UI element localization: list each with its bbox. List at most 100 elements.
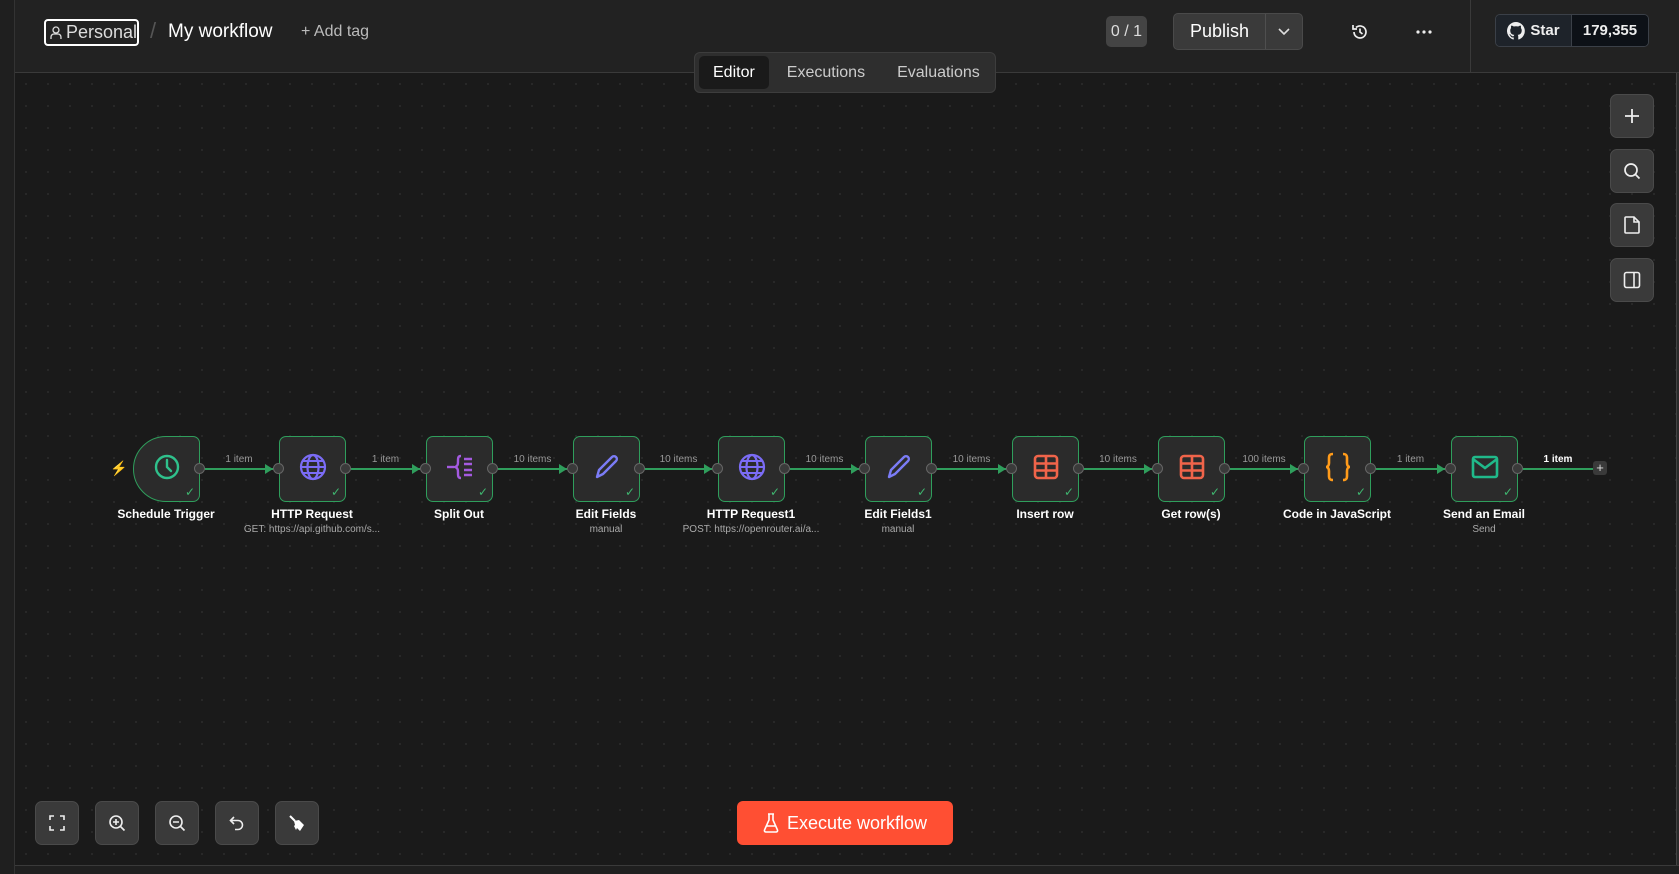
item-count-label: 10 items (513, 454, 552, 465)
execute-workflow-button[interactable]: Execute workflow (737, 801, 953, 845)
node-name: Get row(s) (1161, 507, 1221, 521)
connection-line[interactable] (1084, 468, 1152, 470)
success-check-icon: ✓ (330, 485, 341, 499)
arrowhead-icon (559, 464, 567, 474)
tidy-up-button[interactable] (275, 801, 319, 845)
add-next-node-button[interactable]: + (1593, 461, 1607, 475)
input-port[interactable] (1006, 463, 1017, 474)
connection-line[interactable] (937, 468, 1006, 470)
connection-line[interactable] (1230, 468, 1298, 470)
output-port[interactable] (779, 463, 790, 474)
star-label: Star (1530, 22, 1560, 39)
input-port[interactable] (1152, 463, 1163, 474)
connection-line[interactable] (351, 468, 420, 470)
node-subtitle: manual (589, 524, 623, 535)
publish-button[interactable]: Publish (1174, 14, 1266, 49)
workflow-node[interactable]: ✓ (133, 436, 200, 502)
output-port[interactable] (1365, 463, 1376, 474)
tab-evaluations[interactable]: Evaluations (897, 63, 980, 81)
output-port[interactable] (634, 463, 645, 474)
output-port[interactable] (194, 463, 205, 474)
success-check-icon: ✓ (769, 485, 780, 499)
zoom-in-button[interactable] (95, 801, 139, 845)
node-subtitle: manual (881, 524, 915, 535)
star-count: 179,355 (1572, 15, 1648, 46)
trigger-bolt-icon: ⚡ (110, 460, 128, 476)
connection-line[interactable] (790, 468, 859, 470)
zoom-in-icon (109, 815, 126, 832)
connection-line[interactable] (205, 468, 273, 470)
connection-line[interactable] (1376, 468, 1445, 470)
arrowhead-icon (1290, 464, 1298, 474)
workflow-node[interactable]: ✓ (1451, 436, 1518, 502)
zoom-out-icon (169, 815, 186, 832)
success-check-icon: ✓ (477, 485, 488, 499)
github-star-button[interactable]: Star 179,355 (1495, 14, 1649, 47)
arrowhead-icon (998, 464, 1006, 474)
zoom-out-button[interactable] (155, 801, 199, 845)
input-port[interactable] (420, 463, 431, 474)
workflow-node[interactable]: ✓ (1304, 436, 1371, 502)
input-port[interactable] (859, 463, 870, 474)
github-star-label-wrap: Star (1496, 15, 1572, 46)
arrowhead-icon (265, 464, 273, 474)
workflow-node[interactable]: ✓ (1012, 436, 1079, 502)
input-port[interactable] (1298, 463, 1309, 474)
output-port[interactable] (926, 463, 937, 474)
node-name: HTTP Request (271, 507, 353, 521)
node-name: Edit Fields1 (864, 507, 932, 521)
workflow-node[interactable]: ✓ (279, 436, 346, 502)
execute-workflow-label: Execute workflow (786, 812, 928, 833)
output-port[interactable] (1219, 463, 1230, 474)
history-button[interactable] (1348, 20, 1372, 44)
success-check-icon: ✓ (1355, 485, 1366, 499)
input-port[interactable] (273, 463, 284, 474)
ellipsis-icon (1416, 30, 1432, 34)
connection-line[interactable] (498, 468, 567, 470)
table-icon (1033, 454, 1059, 485)
undo-button[interactable] (215, 801, 259, 845)
node-subtitle: POST: https://openrouter.ai/a... (682, 524, 820, 535)
node-name: Split Out (434, 507, 484, 521)
bottom-panel-edge (15, 865, 1679, 874)
workflow-name[interactable]: My workflow (168, 21, 273, 42)
add-node-button[interactable] (1610, 94, 1654, 138)
item-count-label: 1 item (371, 454, 400, 465)
output-port[interactable] (1512, 463, 1523, 474)
output-port[interactable] (487, 463, 498, 474)
workflow-node[interactable]: ✓ (1158, 436, 1225, 502)
code-braces-icon (1324, 452, 1352, 487)
output-port[interactable] (1073, 463, 1084, 474)
connection-line[interactable] (645, 468, 712, 470)
output-port[interactable] (340, 463, 351, 474)
user-icon (50, 25, 62, 39)
workflow-node[interactable]: ✓ (865, 436, 932, 502)
input-port[interactable] (567, 463, 578, 474)
workflow-node[interactable]: ✓ (426, 436, 493, 502)
connection-line[interactable] (1523, 468, 1593, 470)
toggle-panel-button[interactable] (1610, 258, 1654, 302)
item-count-label: 10 items (952, 454, 991, 465)
project-breadcrumb[interactable]: Personal (44, 19, 139, 46)
pencil-icon (885, 453, 913, 486)
workflow-node[interactable]: ✓ (573, 436, 640, 502)
fit-view-button[interactable] (35, 801, 79, 845)
arrowhead-icon (1437, 464, 1445, 474)
publish-dropdown-button[interactable] (1266, 14, 1302, 49)
arrowhead-icon (1144, 464, 1152, 474)
node-subtitle: Send (1472, 524, 1496, 535)
node-name: Code in JavaScript (1282, 507, 1392, 521)
input-port[interactable] (712, 463, 723, 474)
workflow-node[interactable]: ✓ (718, 436, 785, 502)
version-badge[interactable]: 0 / 1 (1106, 16, 1147, 47)
add-sticky-note-button[interactable] (1610, 203, 1654, 247)
input-port[interactable] (1445, 463, 1456, 474)
tab-executions[interactable]: Executions (786, 63, 866, 81)
sticky-note-icon (1624, 216, 1640, 234)
add-tag-button[interactable]: + Add tag (301, 23, 370, 40)
more-options-button[interactable] (1412, 20, 1436, 44)
clock-icon (153, 453, 181, 486)
tab-editor[interactable]: Editor (699, 56, 769, 89)
fullscreen-icon (49, 815, 65, 831)
search-nodes-button[interactable] (1610, 149, 1654, 193)
